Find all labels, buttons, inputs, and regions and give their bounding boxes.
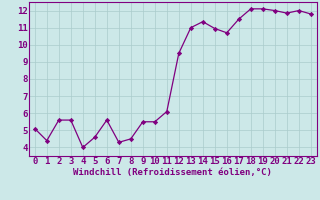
- X-axis label: Windchill (Refroidissement éolien,°C): Windchill (Refroidissement éolien,°C): [73, 168, 272, 177]
